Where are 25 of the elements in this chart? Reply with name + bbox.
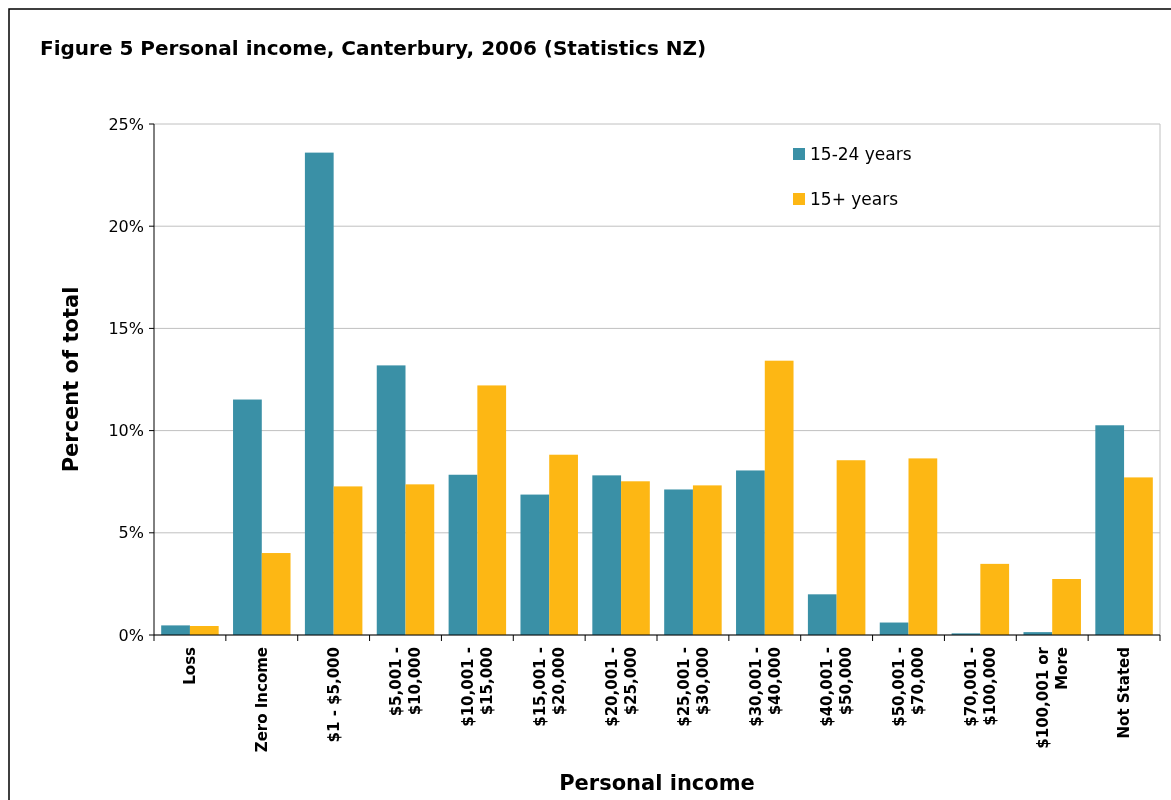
x-tick-label: $30,001 - $40,000 [746, 647, 784, 727]
x-tick-label: Loss [181, 646, 200, 685]
x-tick-label: Zero Income [253, 647, 272, 753]
x-tick-label: $15,001 - $20,000 [530, 647, 568, 727]
y-axis-title: Percent of total [59, 286, 83, 473]
x-tick-label: $100,001 or More [1033, 646, 1071, 749]
x-tick-label: $10,001 - $15,000 [459, 647, 497, 727]
x-tick-label: Not Stated [1115, 647, 1134, 739]
y-tick-label: 20% [108, 216, 144, 236]
y-tick-label: 0% [118, 625, 144, 645]
legend-label: 15+ years [810, 188, 899, 209]
y-tick-label: 25% [108, 114, 144, 134]
chart-title: Figure 5 Personal income, Canterbury, 2006 (Statistics NZ) [40, 36, 707, 60]
x-tick-label: $40,001 - $50,000 [818, 647, 856, 727]
y-tick-label: 10% [108, 421, 144, 441]
x-tick-label: $25,001 - $30,000 [674, 647, 712, 727]
x-tick-label: $70,001 - $100,000 [962, 647, 1000, 727]
x-tick-label: $50,001 - $70,000 [890, 647, 928, 727]
x-tick-label: $1 - $5,000 [324, 647, 343, 743]
x-tick-label: $20,001 - $25,000 [602, 647, 640, 727]
y-tick-label: 5% [118, 523, 144, 543]
y-tick-label: 15% [108, 319, 144, 338]
x-tick-label: $5,001 - $10,000 [387, 647, 425, 717]
x-axis-title: Personal income [559, 771, 755, 795]
legend-label: 15-24 years [810, 143, 912, 164]
